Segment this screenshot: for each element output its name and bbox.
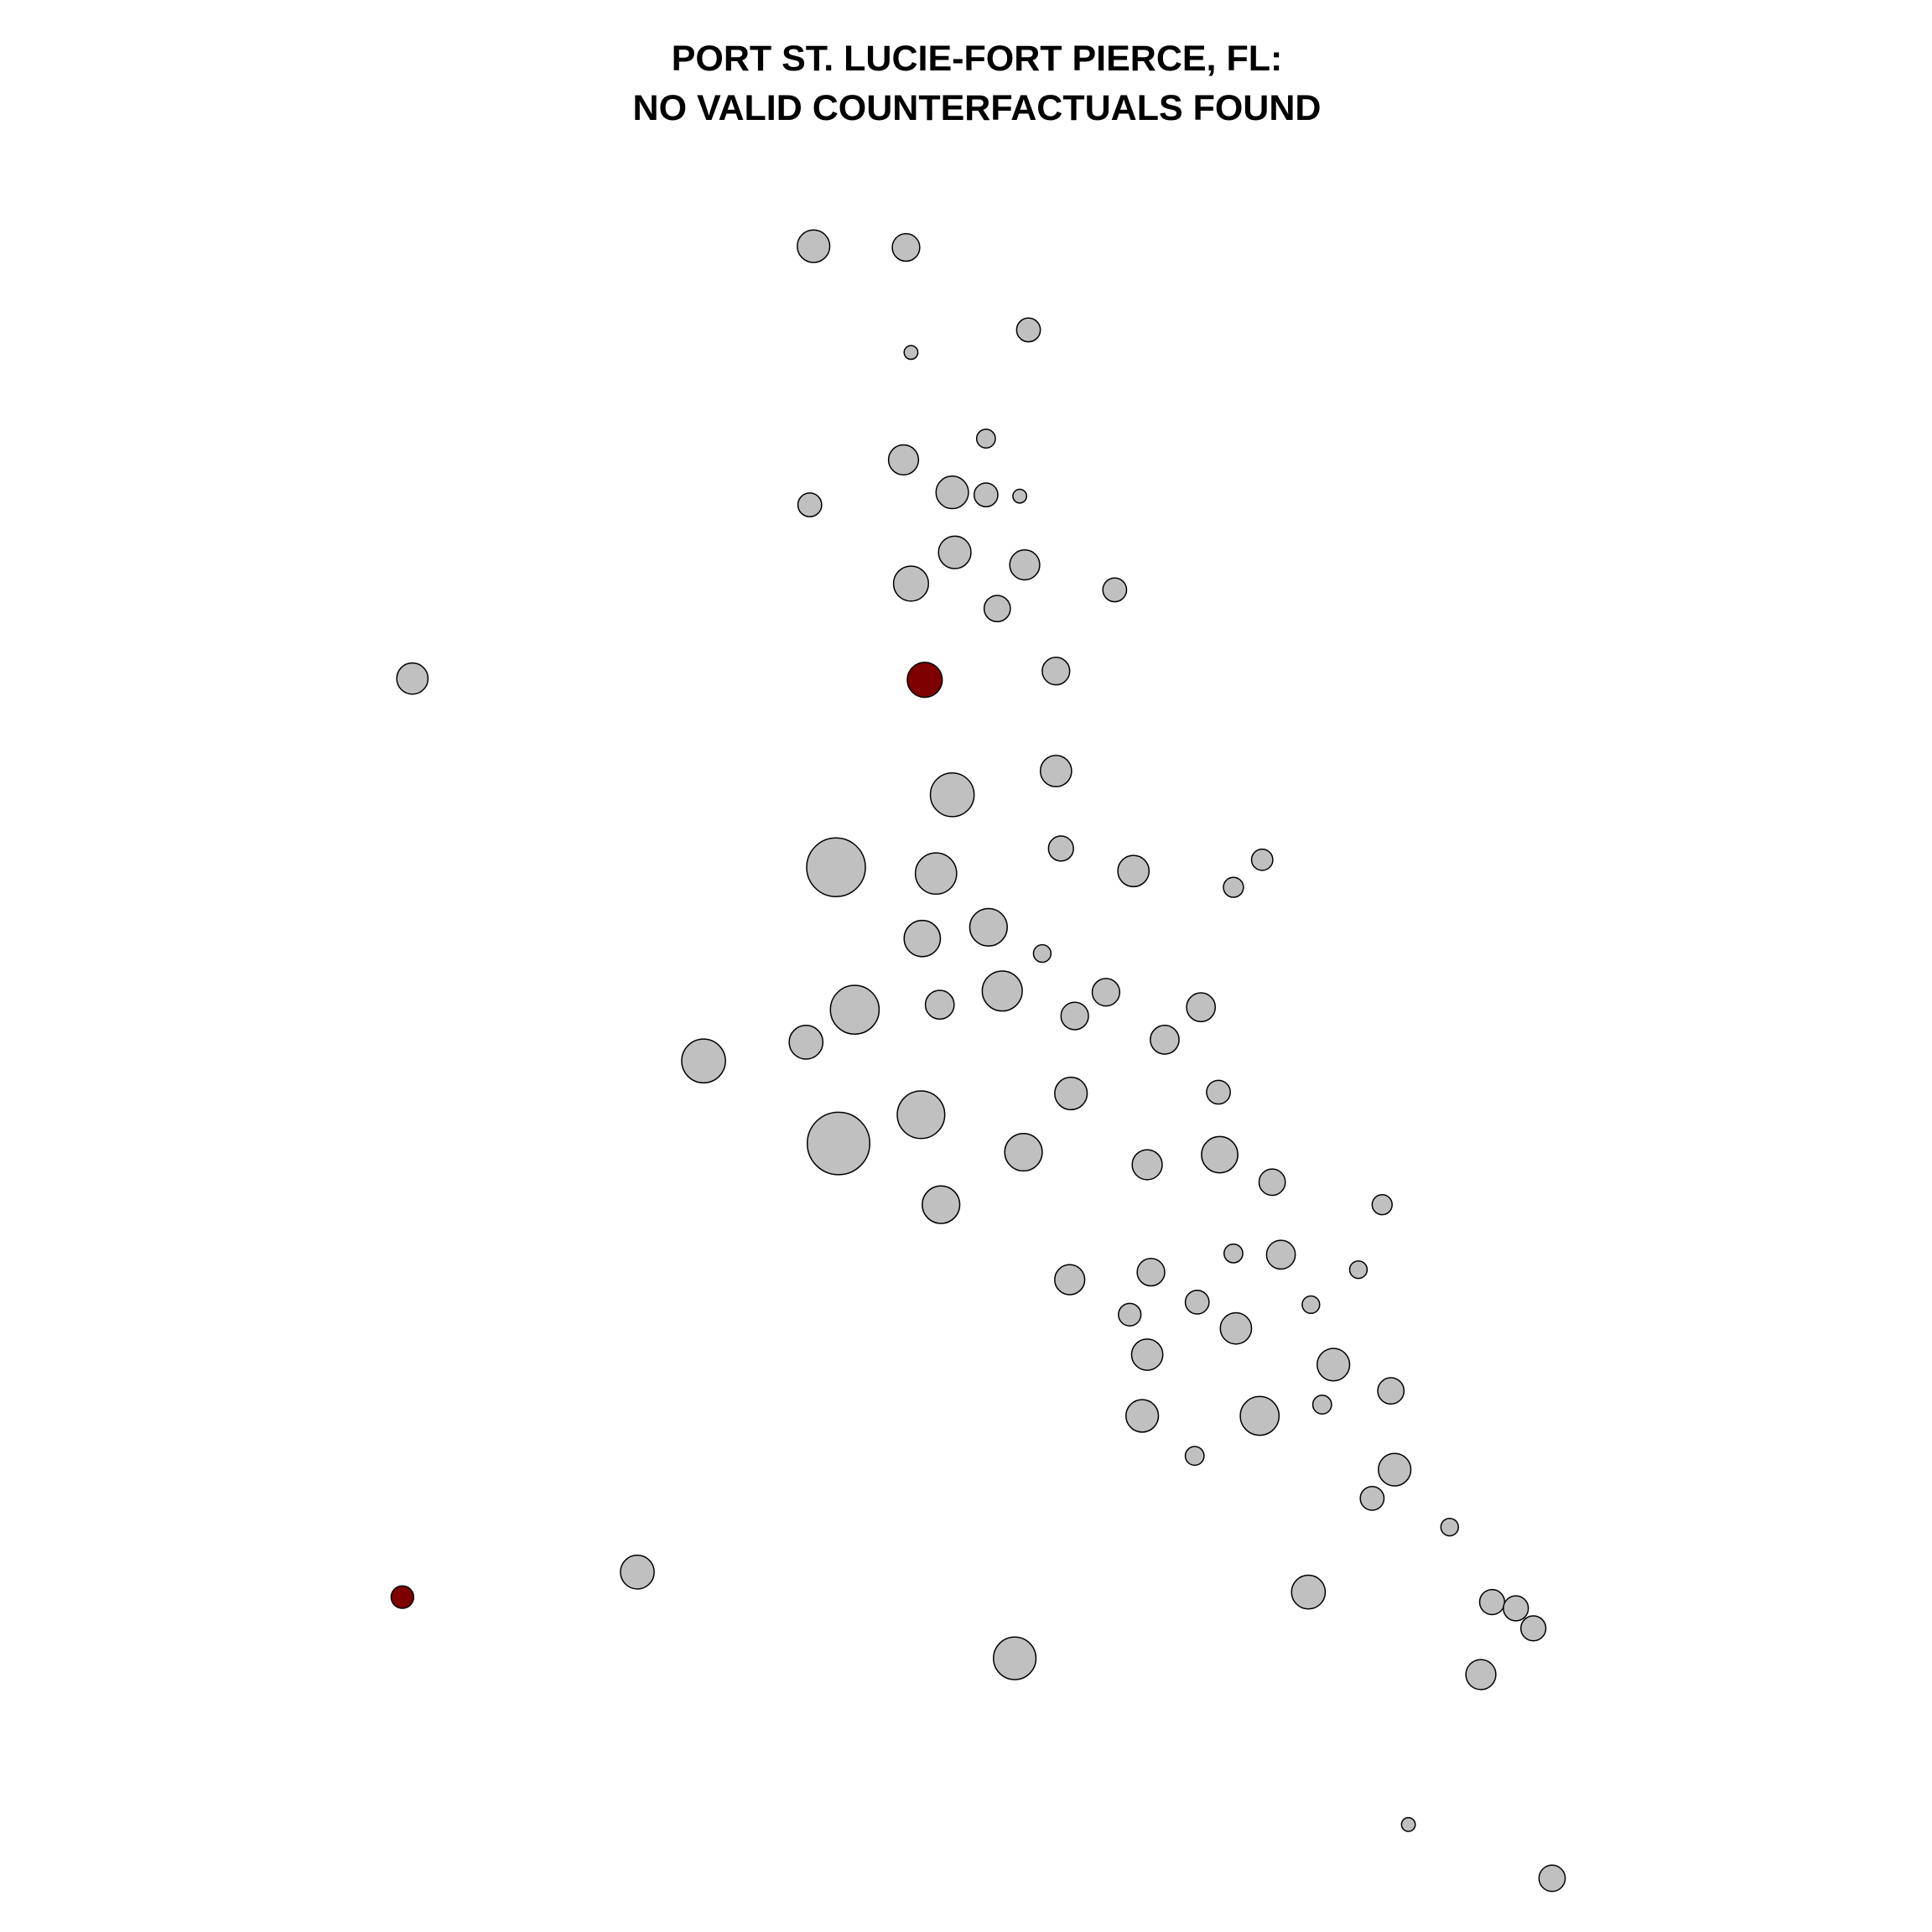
point (1538, 1864, 1566, 1893)
point (1032, 943, 1052, 963)
point (1301, 1295, 1321, 1315)
point (1186, 992, 1217, 1023)
point (1091, 978, 1121, 1007)
point (797, 492, 823, 517)
point (1009, 548, 1041, 581)
point (1125, 1399, 1160, 1433)
point (1239, 1395, 1280, 1436)
point (1291, 1574, 1327, 1610)
chart-title: PORT ST. LUCIE-FORT PIERCE, FL: (672, 39, 1283, 79)
point (887, 444, 920, 476)
point (1184, 1289, 1210, 1315)
point (806, 837, 866, 898)
point (914, 852, 958, 896)
point (983, 595, 1011, 623)
point (1265, 1239, 1296, 1270)
point (922, 1185, 961, 1224)
point (975, 428, 996, 449)
point (1519, 1615, 1547, 1642)
point (1311, 1394, 1332, 1415)
point (390, 1585, 415, 1609)
point (906, 662, 943, 699)
point (1136, 1257, 1166, 1287)
point (1131, 1149, 1163, 1181)
point (1041, 657, 1071, 686)
point (797, 229, 831, 263)
point (1117, 854, 1150, 888)
point (891, 232, 921, 262)
point (1012, 488, 1028, 504)
point (981, 970, 1023, 1012)
point (1359, 1485, 1385, 1511)
point (1184, 1446, 1205, 1467)
point (788, 1025, 824, 1060)
point (969, 907, 1008, 947)
point (1206, 1079, 1231, 1105)
point (1400, 1816, 1416, 1832)
point (903, 919, 942, 958)
chart-subtitle: NO VALID COUNTERFACTUALS FOUND (633, 88, 1322, 128)
point (396, 662, 429, 695)
point (620, 1554, 655, 1590)
point (1015, 317, 1041, 343)
point (1054, 1264, 1086, 1296)
point (1440, 1517, 1459, 1537)
point (1004, 1132, 1043, 1172)
point (1150, 1025, 1180, 1055)
point (1201, 1135, 1239, 1174)
point (1371, 1193, 1393, 1216)
point (1250, 848, 1274, 871)
point (1465, 1659, 1497, 1690)
point (1102, 577, 1128, 603)
point (806, 1111, 870, 1176)
point (1047, 835, 1074, 862)
point (929, 771, 975, 818)
point (829, 984, 880, 1035)
point (937, 535, 972, 569)
point (1130, 1338, 1164, 1371)
point (1219, 1311, 1253, 1345)
point (1378, 1452, 1412, 1487)
point (1258, 1168, 1286, 1197)
point (973, 482, 999, 508)
point (1118, 1302, 1142, 1327)
point (935, 475, 969, 510)
point (993, 1636, 1037, 1680)
point (1348, 1259, 1368, 1280)
point (892, 565, 930, 602)
point (1317, 1348, 1351, 1382)
point (1223, 876, 1244, 898)
point (1503, 1595, 1530, 1622)
point (681, 1038, 726, 1084)
point (1478, 1588, 1506, 1616)
point (1223, 1243, 1244, 1264)
point (896, 1090, 946, 1140)
point (1060, 1001, 1089, 1031)
point (924, 989, 955, 1021)
point (1039, 755, 1072, 787)
point (903, 345, 919, 361)
point (1054, 1076, 1088, 1111)
point (1377, 1377, 1405, 1405)
